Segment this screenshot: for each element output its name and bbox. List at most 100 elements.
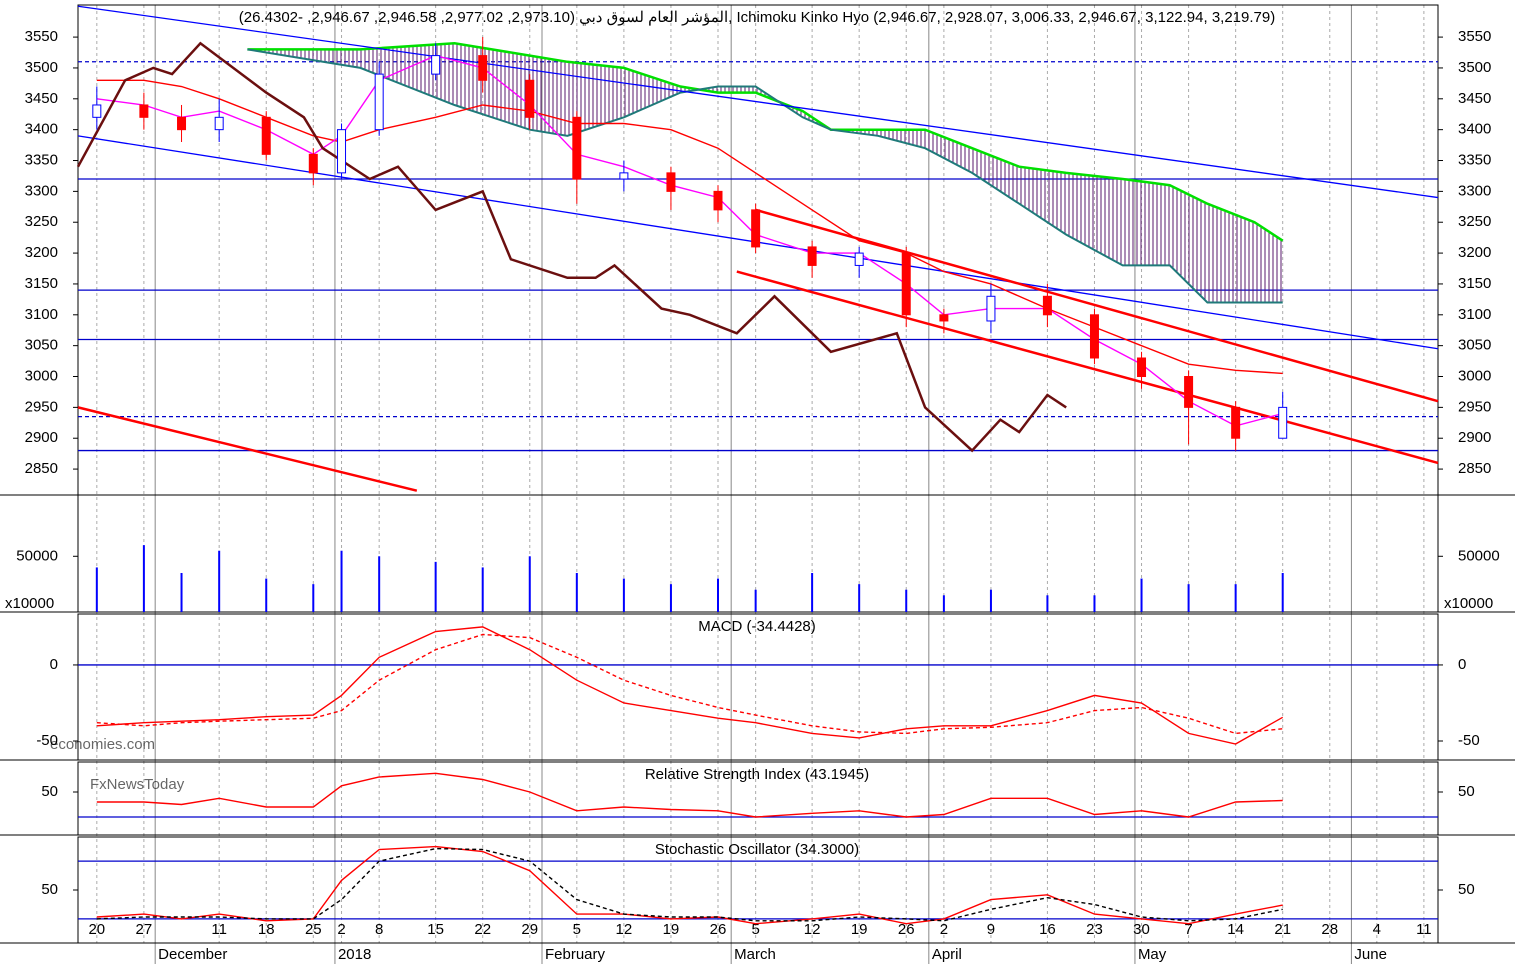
x-tick-label: 21 (1274, 921, 1291, 938)
month-label: May (1138, 946, 1167, 963)
volume-bar (1046, 595, 1049, 612)
panel-title: المؤشر العام لسوق دبي (2,973.10, 2,977.0… (239, 9, 1275, 26)
y-tick-label: 2850 (1458, 460, 1491, 477)
y-tick-label: 3000 (25, 367, 58, 384)
x-tick-label: 28 (1321, 921, 1338, 938)
panel-title: MACD (-34.4428) (698, 618, 816, 635)
y-tick-label: 3150 (1458, 275, 1491, 292)
y-tick-label: 2900 (25, 429, 58, 446)
y-tick-label: 50 (1458, 783, 1475, 800)
x-tick-label: 12 (616, 921, 633, 938)
y-tick-label: 3350 (1458, 151, 1491, 168)
y-tick-label: 3500 (25, 59, 58, 76)
candle-body (1278, 406, 1288, 439)
trend-line (736, 270, 1439, 465)
volume-bar (265, 578, 268, 612)
candle-body (1042, 295, 1052, 316)
y-tick-label: 3450 (1458, 90, 1491, 107)
candle-body (666, 172, 676, 192)
candle-body (214, 116, 224, 131)
y-tick-label: 3300 (1458, 182, 1491, 199)
volume-bar (1093, 595, 1096, 612)
y-tick-label: 3400 (1458, 121, 1491, 138)
x-tick-label: 11 (1416, 921, 1432, 938)
candle-body (308, 153, 318, 174)
candle-body (572, 116, 582, 180)
volume-bar (717, 578, 719, 612)
volume-bar (575, 573, 578, 612)
candle-body (1137, 357, 1147, 378)
x-tick-label: 7 (1184, 921, 1192, 938)
month-label: 2018 (338, 946, 371, 963)
y-tick-label: 0 (1458, 656, 1466, 673)
candle-body (1231, 406, 1241, 439)
volume-bar (1187, 584, 1190, 612)
y-tick-label: 3150 (25, 275, 58, 292)
y-tick-label: 2950 (1458, 398, 1491, 415)
span-b (247, 48, 1283, 304)
month-label: December (158, 946, 227, 963)
x-tick-label: 23 (1086, 921, 1103, 938)
y-tick-label: 50 (41, 881, 58, 898)
volume-bar (180, 573, 183, 612)
volume-bar (142, 545, 145, 612)
series-line (96, 847, 1283, 922)
series-line (96, 633, 1283, 735)
x-tick-label: 8 (375, 921, 383, 938)
candle-body (854, 252, 864, 266)
x-tick-label: 18 (258, 921, 275, 938)
x-tick-label: 4 (1373, 921, 1381, 938)
x-tick-label: 26 (898, 921, 915, 938)
volume-bar (528, 556, 531, 612)
x-tick-label: 5 (573, 921, 581, 938)
candle-body (337, 129, 347, 174)
series-line (96, 772, 1283, 818)
volume-bar (434, 561, 437, 612)
x-tick-label: 15 (427, 921, 444, 938)
volume-bar (905, 589, 908, 612)
x-tick-label: 27 (136, 921, 153, 938)
y-tick-label: 2900 (1458, 429, 1491, 446)
volume-bar (218, 550, 221, 612)
candle-body (139, 104, 149, 118)
month-label: March (734, 946, 776, 963)
y-tick-label: 0 (50, 656, 58, 673)
y-tick-label: 3100 (1458, 306, 1491, 323)
watermark: FxNewsToday (90, 776, 185, 793)
candle-body (478, 55, 488, 81)
volume-bar (1140, 578, 1143, 612)
x-tick-label: 2 (337, 921, 345, 938)
volume-bar (622, 578, 625, 612)
volume-bar (95, 567, 98, 612)
panel-title: Stochastic Oscillator (34.3000) (655, 841, 859, 858)
volume-bar (754, 589, 757, 612)
y-tick-label: 3050 (1458, 337, 1491, 354)
month-label: June (1354, 946, 1387, 963)
candle-body (177, 116, 187, 131)
series-line (76, 41, 1067, 453)
candle-body (986, 295, 996, 322)
candle-body (1184, 376, 1194, 408)
x-tick-label: 26 (710, 921, 727, 938)
x-tick-label: 22 (474, 921, 491, 938)
y-tick-label: 3050 (25, 337, 58, 354)
unit-label: x10000 (5, 595, 54, 612)
y-tick-label: 3450 (25, 90, 58, 107)
y-tick-label: 3550 (1458, 28, 1491, 45)
volume-bar (858, 584, 861, 612)
unit-label: x10000 (1444, 595, 1493, 612)
candle-body (92, 104, 102, 118)
x-tick-label: 30 (1133, 921, 1150, 938)
x-tick-label: 5 (751, 921, 759, 938)
y-tick-label: 3550 (25, 28, 58, 45)
y-tick-label: 3200 (1458, 244, 1491, 261)
x-tick-label: 12 (804, 921, 821, 938)
candle-body (751, 209, 761, 248)
candle-body (374, 73, 384, 131)
y-tick-label: 3200 (25, 244, 58, 261)
volume-bar (942, 595, 945, 612)
volume-bar (378, 556, 381, 612)
candle-body (939, 314, 949, 322)
